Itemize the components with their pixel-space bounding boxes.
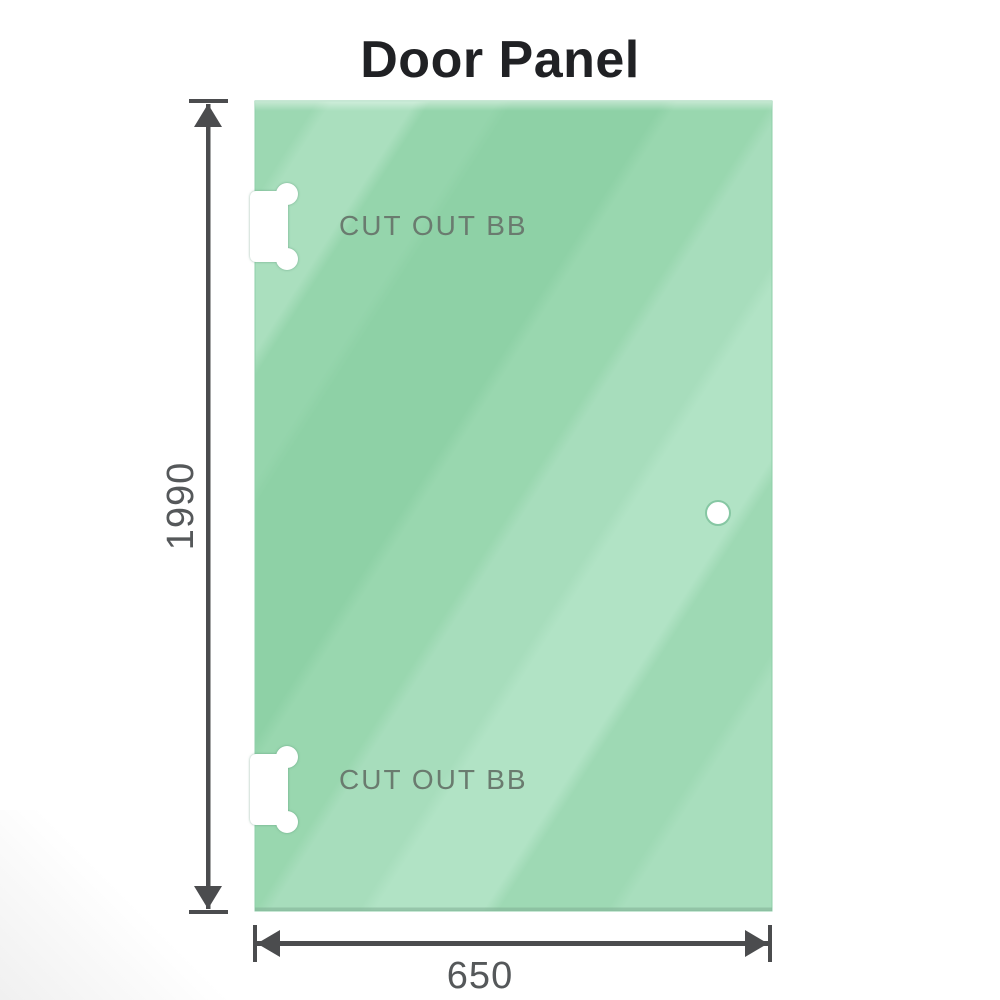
- width-dimension-arrow-left-icon: [257, 930, 280, 957]
- height-dimension: [189, 99, 228, 914]
- width-dimension-right-cap: [768, 925, 772, 962]
- width-dimension-label: 650: [446, 955, 514, 997]
- cutout-label-bottom: CUT OUT BB: [339, 764, 528, 795]
- glass-panel-top-highlight: [255, 101, 772, 111]
- width-dimension-left-cap: [253, 925, 257, 962]
- glass-panel: [254, 100, 773, 912]
- glass-panel-bottom-edge: [255, 907, 772, 911]
- height-dimension-arrow-up-icon: [194, 104, 222, 127]
- hinge-cutout-top: [250, 183, 298, 270]
- cutout-label-top: CUT OUT BB: [339, 210, 528, 241]
- height-dimension-line: [206, 104, 211, 909]
- height-dimension-label: 1990: [160, 461, 202, 551]
- diagram-title: Door Panel: [360, 31, 640, 89]
- handle-hole: [705, 500, 731, 526]
- height-dimension-top-cap: [189, 99, 228, 103]
- hinge-cutout-bottom: [250, 746, 298, 833]
- width-dimension-arrow-right-icon: [745, 930, 768, 957]
- height-dimension-arrow-down-icon: [194, 886, 222, 909]
- width-dimension: [253, 925, 772, 962]
- width-dimension-line: [257, 941, 768, 946]
- height-dimension-bottom-cap: [189, 910, 228, 914]
